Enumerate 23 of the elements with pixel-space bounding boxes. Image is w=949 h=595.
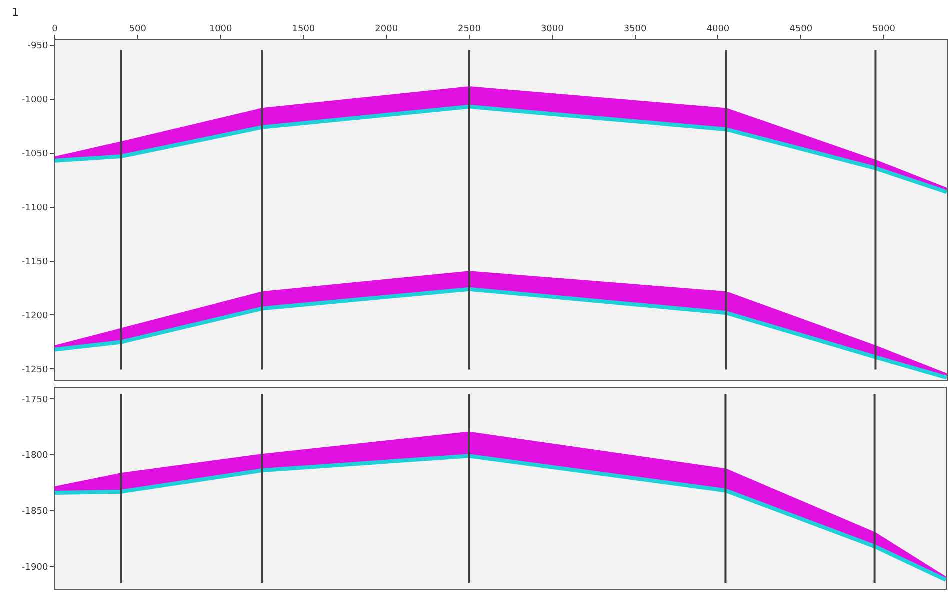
y-tick-label: -1800 <box>22 451 48 462</box>
y-tick-label: -1000 <box>22 96 48 106</box>
y-tick-label: -1850 <box>22 506 48 517</box>
y-tick-label: -950 <box>28 42 48 52</box>
x-tick-label: 2000 <box>375 24 398 34</box>
y-tick-label: -1150 <box>22 257 48 268</box>
x-tick-label: 2500 <box>458 24 482 34</box>
x-tick-label: 5000 <box>872 24 896 34</box>
x-tick-label: 4000 <box>706 24 730 34</box>
x-tick-label: 3500 <box>624 24 648 34</box>
y-tick-label: -1750 <box>22 395 48 406</box>
y-tick-label: -1900 <box>22 562 48 573</box>
x-tick-label: 0 <box>52 24 58 34</box>
y-tick-label: -1250 <box>22 365 48 376</box>
y-tick-label: -1050 <box>22 149 48 160</box>
y-tick-label: -1100 <box>22 203 48 214</box>
y-tick-label: -1200 <box>22 311 48 322</box>
x-tick-label: 500 <box>129 24 147 34</box>
x-tick-label: 1500 <box>292 24 316 34</box>
x-tick-label: 1000 <box>209 24 233 34</box>
x-tick-label: 4500 <box>790 24 813 34</box>
x-tick-label: 3000 <box>540 24 564 34</box>
text: 1 <box>12 6 19 19</box>
